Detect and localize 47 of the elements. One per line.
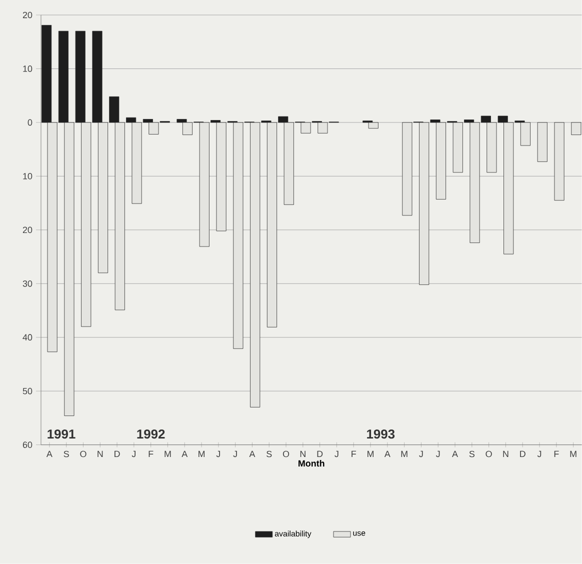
x-tick-label: M xyxy=(198,450,205,458)
y-tick-label: 20 xyxy=(22,12,32,18)
x-tick-label: F xyxy=(554,450,559,458)
x-tick-label: J xyxy=(537,450,542,458)
x-tick-label: S xyxy=(64,450,69,458)
annotation: 1991 xyxy=(48,430,76,439)
x-tick-label: J xyxy=(334,450,338,458)
x-tick-label: A xyxy=(452,450,458,458)
x-tick-label: A xyxy=(46,450,52,458)
x-tick-label: S xyxy=(469,450,474,458)
x-tick-label: M xyxy=(164,450,171,458)
x-tick-label: M xyxy=(368,450,374,458)
y-tick-label: 50 xyxy=(22,388,32,394)
x-tick-label: N xyxy=(98,450,103,458)
x-tick-label: N xyxy=(300,450,306,458)
x-axis-title: Month xyxy=(298,460,324,467)
annotation: 1992 xyxy=(137,430,165,439)
y-tick-label: 0 xyxy=(28,119,32,126)
x-tick-label: J xyxy=(436,450,440,458)
x-tick-label: J xyxy=(419,450,423,458)
x-tick-label: N xyxy=(503,450,508,458)
x-tick-label: O xyxy=(282,450,290,458)
y-tick-label: 30 xyxy=(22,280,32,287)
y-tick-label: 60 xyxy=(22,442,32,448)
bar xyxy=(554,122,564,201)
y-tick-label: 20 xyxy=(22,226,32,234)
x-tick-label: J xyxy=(216,450,220,458)
annotation: 1993 xyxy=(367,430,395,439)
x-tick-label: F xyxy=(148,450,154,458)
x-tick-label: M xyxy=(401,450,408,458)
x-tick-label: D xyxy=(114,450,120,458)
x-tick-label: A xyxy=(182,450,188,458)
x-tick-label: O xyxy=(486,450,492,458)
x-tick-label: J xyxy=(233,450,237,458)
y-tick-label: 10 xyxy=(23,66,32,72)
x-tick-label: A xyxy=(249,450,256,458)
x-tick-label: J xyxy=(132,450,136,458)
x-tick-label: D xyxy=(317,450,323,458)
x-tick-label: M xyxy=(570,450,576,458)
bar xyxy=(537,122,548,162)
x-tick-label: D xyxy=(520,450,526,458)
x-tick-label: A xyxy=(384,450,390,458)
x-tick-label: S xyxy=(266,450,272,458)
y-tick-label: 40 xyxy=(22,334,32,341)
x-tick-label: F xyxy=(352,450,356,458)
y-tick-label: 10 xyxy=(23,173,32,180)
x-tick-label: O xyxy=(80,450,86,458)
